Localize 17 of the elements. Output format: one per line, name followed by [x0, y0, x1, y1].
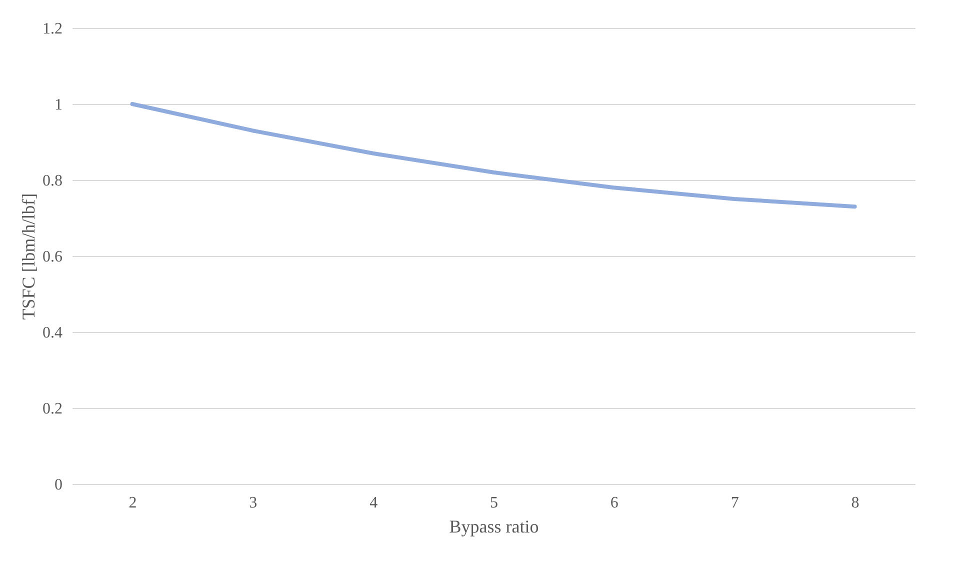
y-tick-label: 1.2 [42, 20, 62, 38]
x-tick-label: 7 [730, 494, 739, 512]
y-tick-label: 0.6 [42, 248, 62, 266]
y-tick-label: 0.2 [42, 400, 62, 418]
x-tick-label: 6 [610, 494, 618, 512]
x-tick-label: 3 [249, 494, 258, 512]
x-tick-label: 5 [490, 494, 498, 512]
y-tick-label: 0.8 [42, 172, 62, 190]
y-tick-label: 1 [54, 96, 62, 114]
y-axis-title: TSFC [lbm/h/lbf] [18, 193, 38, 320]
y-tick-label: 0.4 [42, 324, 62, 342]
x-tick-label: 4 [370, 494, 378, 512]
y-tick-label: 0 [54, 476, 62, 494]
x-tick-label: 2 [128, 494, 137, 512]
x-axis-title: Bypass ratio [449, 516, 539, 536]
x-tick-label: 8 [851, 494, 860, 512]
line-series [130, 102, 857, 209]
